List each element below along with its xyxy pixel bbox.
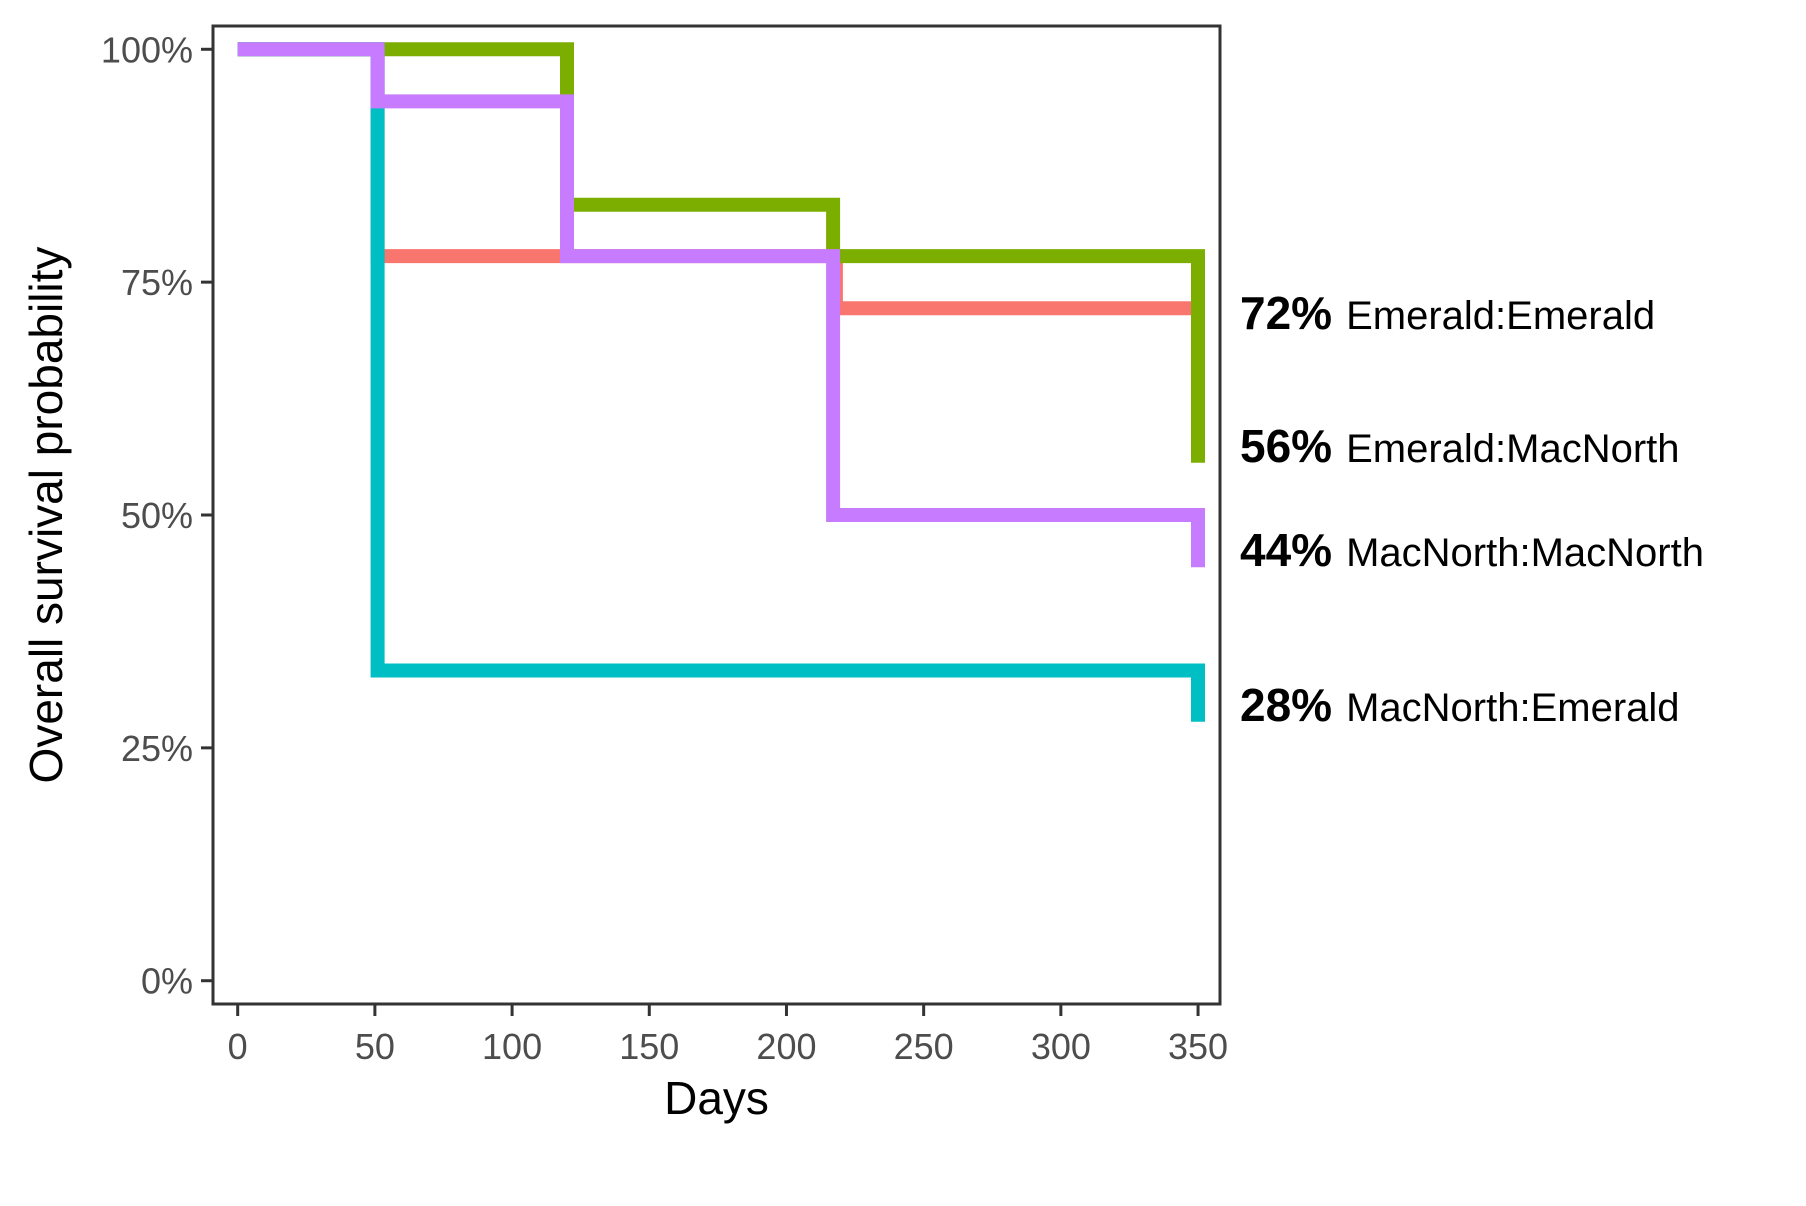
x-axis: 0 50 100 150 200 250 300 350 xyxy=(228,1005,1228,1067)
end-label-macnorth-emerald: 28% MacNorth:Emerald xyxy=(1240,679,1680,731)
x-tick-label: 250 xyxy=(894,1026,954,1067)
y-tick-label: 50% xyxy=(121,495,193,536)
end-label-name: MacNorth:Emerald xyxy=(1346,686,1679,730)
plot-panel-border xyxy=(211,24,1222,1006)
x-tick-label: 200 xyxy=(756,1026,816,1067)
end-label-emerald-macnorth: 56% Emerald:MacNorth xyxy=(1240,420,1680,472)
end-label-percent: 44% xyxy=(1240,524,1332,576)
x-tick-label: 150 xyxy=(619,1026,679,1067)
end-label-percent: 56% xyxy=(1240,420,1332,472)
y-tick-label: 25% xyxy=(121,728,193,769)
x-tick-label: 100 xyxy=(482,1026,542,1067)
y-axis: 0% 25% 50% 75% 100% xyxy=(101,29,212,1002)
y-axis-title: Overall survival probability xyxy=(20,247,72,784)
y-tick-label: 75% xyxy=(121,262,193,303)
end-labels: 72% Emerald:Emerald 56% Emerald:MacNorth 44%… xyxy=(1240,287,1704,731)
x-tick-label: 350 xyxy=(1168,1026,1228,1067)
x-tick-label: 300 xyxy=(1031,1026,1091,1067)
x-tick-label: 50 xyxy=(355,1026,395,1067)
series-line-macnorth-macnorth xyxy=(237,42,1205,568)
series-line-emerald-macnorth xyxy=(237,42,1205,463)
series-line-macnorth-emerald xyxy=(237,42,1205,722)
end-label-percent: 72% xyxy=(1240,287,1332,339)
end-label-name: Emerald:Emerald xyxy=(1346,294,1655,338)
y-tick-label: 0% xyxy=(141,961,193,1002)
end-label-emerald-emerald: 72% Emerald:Emerald xyxy=(1240,287,1655,339)
x-axis-title: Days xyxy=(664,1072,769,1124)
end-label-macnorth-macnorth: 44% MacNorth:MacNorth xyxy=(1240,524,1704,576)
end-label-name: Emerald:MacNorth xyxy=(1346,427,1679,471)
y-tick-label: 100% xyxy=(101,29,193,70)
end-label-percent: 28% xyxy=(1240,679,1332,731)
end-label-name: MacNorth:MacNorth xyxy=(1346,531,1704,575)
x-tick-label: 0 xyxy=(228,1026,248,1067)
series-layer xyxy=(237,42,1205,722)
